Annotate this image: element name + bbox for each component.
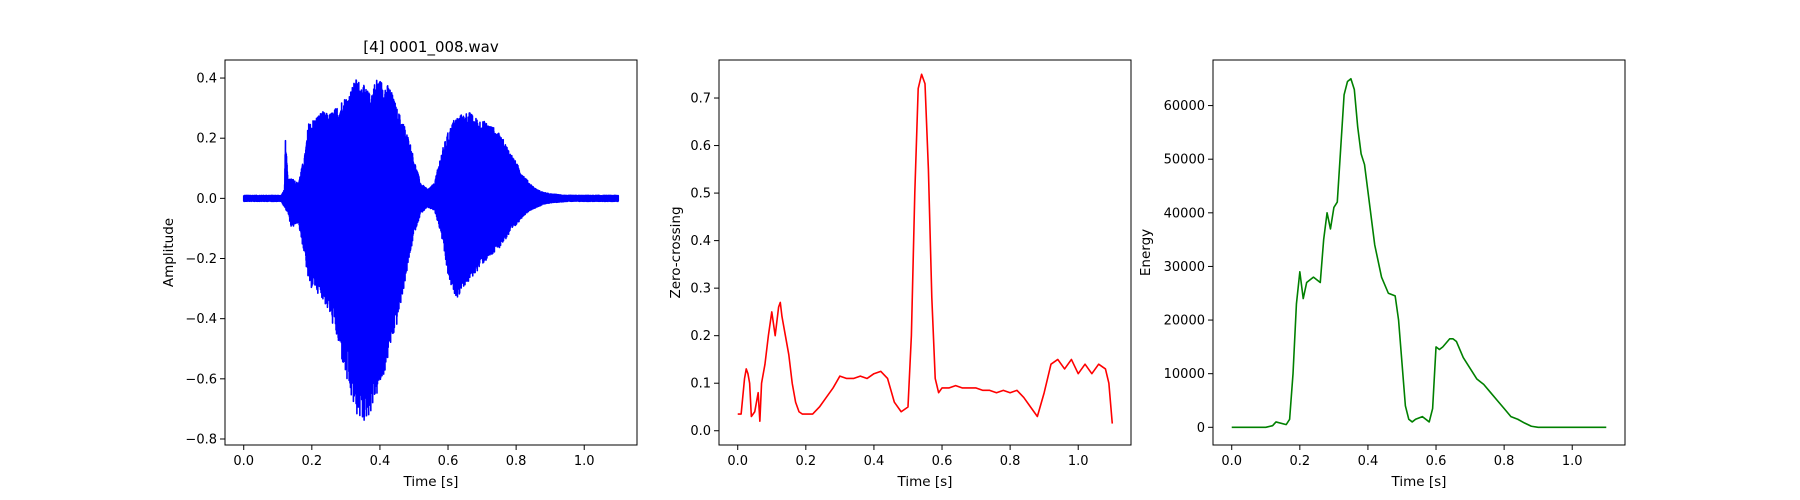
energy-ytick-label: 10000 [1164,367,1205,382]
energy-ytick-label: 30000 [1164,260,1205,275]
energy-ytick-label: 60000 [1164,99,1205,114]
zero-crossing-ytick-label: 0.0 [690,424,711,439]
zero-crossing-ytick-label: 0.5 [690,187,711,202]
energy-ytick-label: 50000 [1164,153,1205,168]
amplitude-xtick-label: 0.6 [438,454,459,469]
amplitude-ytick-label: 0.0 [196,192,217,207]
energy-xtick-label: 0.2 [1289,454,1310,469]
amplitude-ytick-label: 0.4 [196,72,217,87]
zero-crossing-ticks: 0.0 0.2 0.4 0.6 0.8 1.0 0.7 0.6 0.5 0.4 0.3 0.2 0.1 0… [690,92,1088,469]
amplitude-xtick-label: 0.4 [370,454,391,469]
zero-crossing-xlabel: Time [s] [897,474,953,490]
amplitude-ytick-label: 0.2 [196,132,217,147]
amplitude-ytick-label: −0.4 [185,312,217,327]
amplitude-xtick-label: 0.8 [506,454,527,469]
amplitude-xtick-label: 0.0 [233,454,254,469]
amplitude-waveform [242,79,620,421]
amplitude-axes-frame [224,59,638,446]
panel-energy: 0.0 0.2 0.4 0.6 0.8 1.0 60000 50000 40000 30000 20… [1138,59,1626,490]
zero-crossing-ytick-label: 0.3 [690,282,711,297]
energy-ylabel: Energy [1138,229,1154,276]
zero-crossing-line [737,73,1114,424]
amplitude-ytick-label: −0.2 [185,252,217,267]
zero-crossing-ytick-label: 0.6 [690,139,711,154]
amplitude-ticks: 0.0 0.2 0.4 0.6 0.8 1.0 0.4 0.2 0.0 −0.2 −0.4 −0.6 −… [185,72,594,469]
energy-ytick-label: 40000 [1164,206,1205,221]
zero-crossing-ytick-label: 0.4 [690,234,711,249]
energy-xlabel: Time [s] [1391,474,1447,490]
energy-axes-frame [1212,59,1626,446]
energy-xtick-label: 1.0 [1562,454,1583,469]
energy-ytick-label: 0 [1197,421,1205,436]
energy-line [1231,77,1607,429]
energy-ytick-label: 20000 [1164,314,1205,329]
zero-crossing-ytick-label: 0.2 [690,329,711,344]
amplitude-ylabel: Amplitude [161,218,177,287]
zero-crossing-ytick-label: 0.1 [690,377,711,392]
amplitude-ytick-label: −0.6 [185,372,217,387]
zero-crossing-xtick-label: 1.0 [1068,454,1089,469]
panel-zero-crossing: 0.0 0.2 0.4 0.6 0.8 1.0 0.7 0.6 0.5 0.4 0.3 0.2 0.1 0… [668,59,1132,490]
amplitude-xtick-label: 1.0 [574,454,595,469]
zero-crossing-xtick-label: 0.0 [727,454,748,469]
zero-crossing-ytick-label: 0.7 [690,92,711,107]
energy-ticks: 0.0 0.2 0.4 0.6 0.8 1.0 60000 50000 40000 30000 20… [1164,99,1583,469]
zero-crossing-xtick-label: 0.8 [1000,454,1021,469]
zero-crossing-xtick-label: 0.6 [932,454,953,469]
energy-xtick-label: 0.0 [1221,454,1242,469]
zero-crossing-xtick-label: 0.2 [795,454,816,469]
energy-xtick-label: 0.8 [1494,454,1515,469]
amplitude-xlabel: Time [s] [403,474,459,490]
amplitude-title: [4] 0001_008.wav [363,38,499,57]
panel-amplitude: [4] 0001_008.wav 0.0 0.2 0.4 0.6 0.8 1.00.40.… [161,38,638,490]
zero-crossing-xtick-label: 0.4 [864,454,885,469]
energy-xtick-label: 0.6 [1426,454,1447,469]
energy-xtick-label: 0.4 [1358,454,1379,469]
zero-crossing-axes-frame [718,59,1132,446]
zero-crossing-ylabel: Zero-crossing [668,206,684,298]
amplitude-xtick-label: 0.2 [301,454,322,469]
amplitude-ytick-label: −0.8 [185,432,217,447]
